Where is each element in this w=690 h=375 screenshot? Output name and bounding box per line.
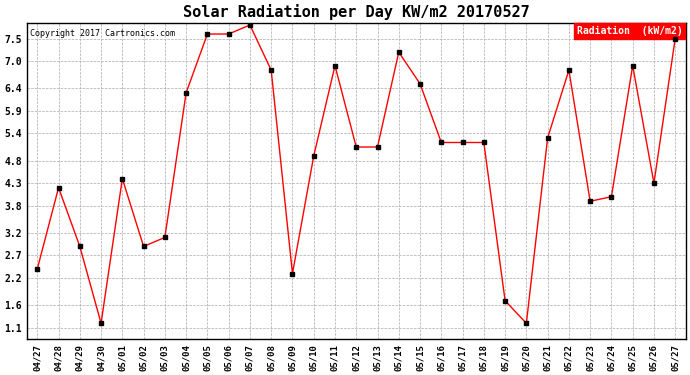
Text: Radiation  (kW/m2): Radiation (kW/m2) <box>577 26 682 36</box>
Text: Copyright 2017 Cartronics.com: Copyright 2017 Cartronics.com <box>30 29 175 38</box>
Title: Solar Radiation per Day KW/m2 20170527: Solar Radiation per Day KW/m2 20170527 <box>183 4 530 20</box>
